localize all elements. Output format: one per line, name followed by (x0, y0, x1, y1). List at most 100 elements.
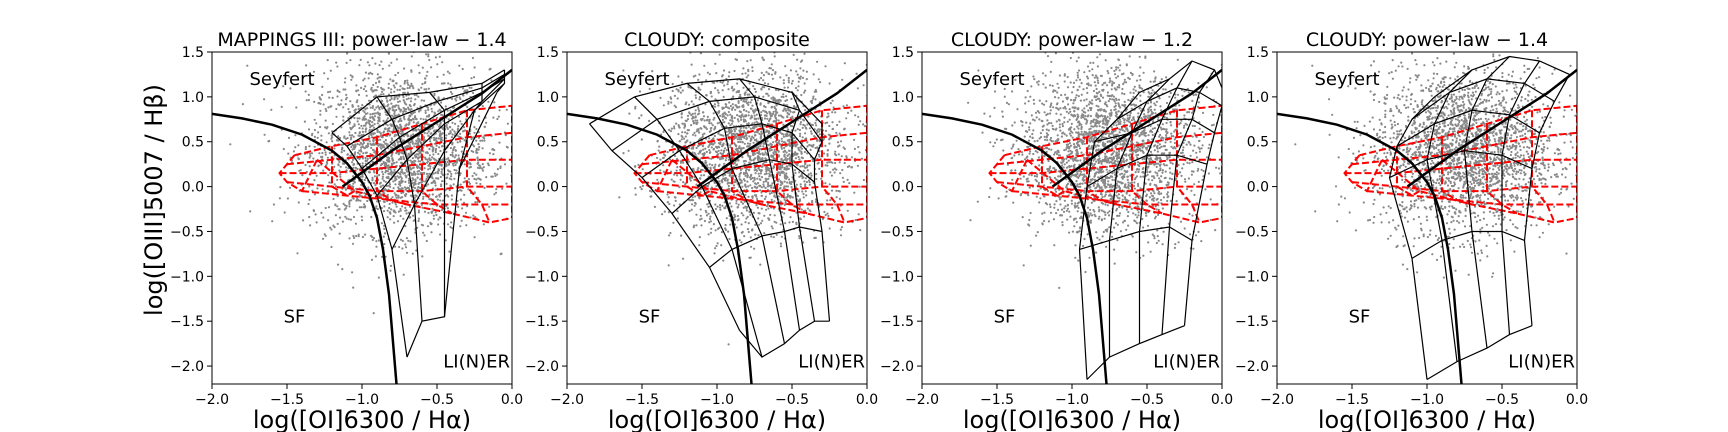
scatter-point (350, 78, 353, 81)
scatter-point (770, 97, 773, 100)
scatter-point (794, 86, 798, 90)
scatter-point (349, 100, 352, 103)
scatter-point (377, 276, 380, 279)
scatter-point (371, 57, 374, 60)
scatter-point (412, 87, 415, 90)
scatter-point (431, 145, 434, 148)
scatter-point (316, 187, 319, 190)
scatter-point (470, 77, 473, 80)
scatter-point (411, 142, 414, 145)
scatter-point (673, 94, 677, 97)
plot-area (567, 52, 867, 384)
scatter-point (829, 102, 832, 105)
scatter-point (416, 166, 419, 169)
scatter-point (837, 145, 840, 148)
scatter-point (307, 202, 310, 206)
scatter-point (429, 165, 432, 168)
scatter-point (454, 122, 457, 125)
scatter-point (360, 86, 363, 89)
scatter-point (740, 212, 743, 215)
scatter-point (423, 234, 426, 237)
scatter-point (746, 205, 749, 208)
scatter-point (432, 125, 435, 128)
scatter-point (398, 88, 401, 91)
scatter-point (442, 73, 445, 76)
scatter-point (434, 147, 438, 151)
scatter-point (349, 218, 353, 221)
scatter-point (375, 205, 378, 208)
scatter-point (785, 95, 788, 98)
scatter-point (713, 134, 717, 138)
scatter-point (387, 93, 391, 96)
scatter-point (775, 120, 778, 124)
scatter-point (379, 76, 382, 79)
scatter-point (348, 131, 351, 134)
scatter-point (746, 180, 749, 183)
scatter-point (357, 235, 360, 238)
scatter-point (332, 197, 335, 201)
scatter-point (439, 137, 442, 140)
scatter-point (731, 132, 734, 135)
scatter-point (701, 153, 704, 156)
scatter-point (713, 103, 717, 106)
scatter-point (397, 186, 400, 189)
scatter-point (376, 128, 379, 131)
scatter-point (393, 112, 396, 115)
scatter-point (376, 77, 379, 80)
scatter-point (493, 193, 496, 196)
scatter-point (355, 234, 358, 238)
scatter-point (437, 110, 440, 113)
scatter-point (831, 121, 834, 124)
scatter-point (413, 186, 417, 190)
scatter-point (438, 216, 441, 219)
scatter-point (373, 123, 376, 126)
scatter-point (743, 235, 746, 238)
scatter-point (394, 245, 397, 248)
scatter-point (391, 79, 394, 82)
scatter-point (405, 175, 408, 178)
scatter-point (380, 60, 383, 63)
scatter-point (747, 185, 750, 188)
scatter-point (828, 142, 831, 145)
scatter-point (705, 94, 708, 97)
scatter-point (417, 89, 421, 92)
scatter-point (380, 105, 383, 108)
scatter-point (485, 121, 488, 124)
scatter-point (320, 134, 323, 137)
scatter-point (794, 157, 798, 160)
scatter-point (372, 169, 376, 172)
scatter-point (403, 100, 406, 103)
scatter-point (345, 217, 348, 220)
scatter-point (436, 198, 439, 201)
scatter-point (769, 189, 772, 192)
scatter-point (768, 175, 771, 178)
scatter-point (453, 168, 456, 172)
scatter-point (634, 105, 637, 108)
scatter-point (468, 182, 472, 185)
scatter-point (308, 152, 312, 155)
scatter-point (778, 139, 781, 142)
scatter-point (746, 93, 749, 96)
scatter-point (430, 231, 433, 234)
scatter-point (803, 52, 806, 55)
scatter-point (404, 225, 407, 228)
scatter-point (768, 147, 772, 150)
scatter-point (764, 186, 767, 190)
scatter-point (478, 167, 481, 170)
scatter-point (651, 70, 654, 73)
scatter-point (815, 172, 818, 176)
scatter-point (399, 85, 402, 88)
scatter-point (387, 86, 390, 90)
scatter-point (449, 126, 452, 129)
scatter-point (721, 106, 724, 109)
scatter-point (787, 76, 790, 80)
scatter-point (320, 211, 323, 214)
scatter-point (641, 168, 644, 171)
scatter-point (371, 176, 374, 179)
scatter-point (500, 252, 503, 255)
scatter-point (349, 128, 353, 131)
scatter-point (796, 143, 799, 146)
scatter-point (785, 185, 788, 188)
scatter-point (412, 184, 415, 187)
scatter-point (634, 165, 637, 168)
